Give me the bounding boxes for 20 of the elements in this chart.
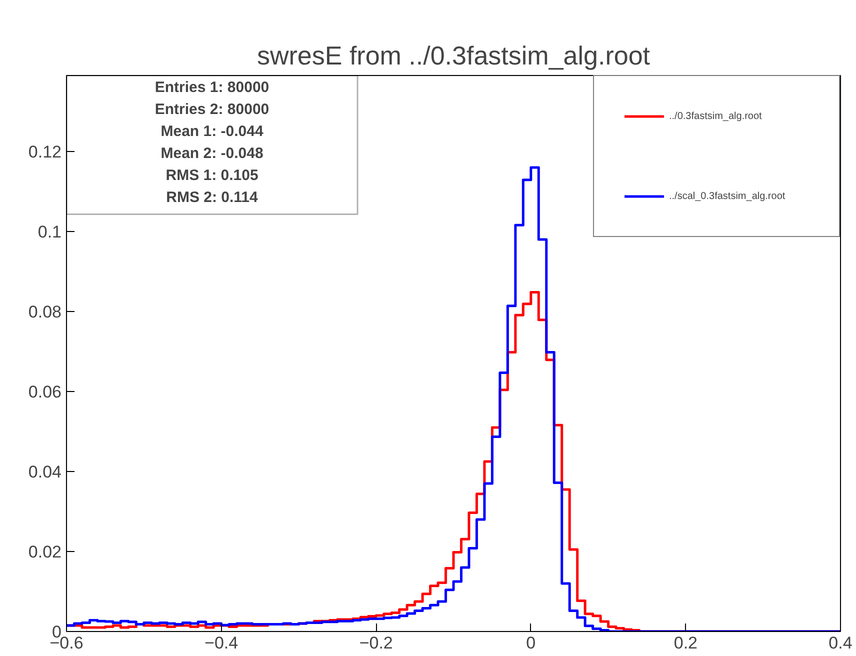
x-tick-label: −0.2 (359, 634, 393, 652)
annotation: Mean 1: -0.044 (160, 122, 264, 140)
y-tick-label: 0.06 (28, 382, 62, 402)
annotation: RMS 1: 0.105 (166, 166, 258, 184)
annotation: Entries 1: 80000 (154, 78, 270, 96)
legend-label: ../scal_0.3fastsim_alg.root (669, 190, 786, 202)
y-tick-label: 0.12 (28, 142, 62, 162)
y-tick-label: 0.04 (28, 462, 62, 482)
annotation: Mean 2: -0.048 (160, 144, 264, 162)
legend-label: ../0.3fastsim_alg.root (669, 110, 763, 122)
y-tick-label: 0.08 (28, 302, 62, 322)
y-tick-label: 0.02 (28, 542, 62, 562)
x-tick-label: −0.4 (204, 634, 238, 652)
annotation: RMS 2: 0.114 (166, 188, 259, 206)
y-tick-label: 0.1 (38, 222, 62, 242)
x-tick-label: 0.2 (674, 634, 698, 652)
x-tick-label: 0.4 (828, 634, 852, 652)
annotation: Entries 2: 80000 (154, 100, 270, 118)
x-tick-label: 0 (526, 634, 536, 652)
chart-title: swresE from ../0.3fastsim_alg.root (256, 40, 651, 70)
